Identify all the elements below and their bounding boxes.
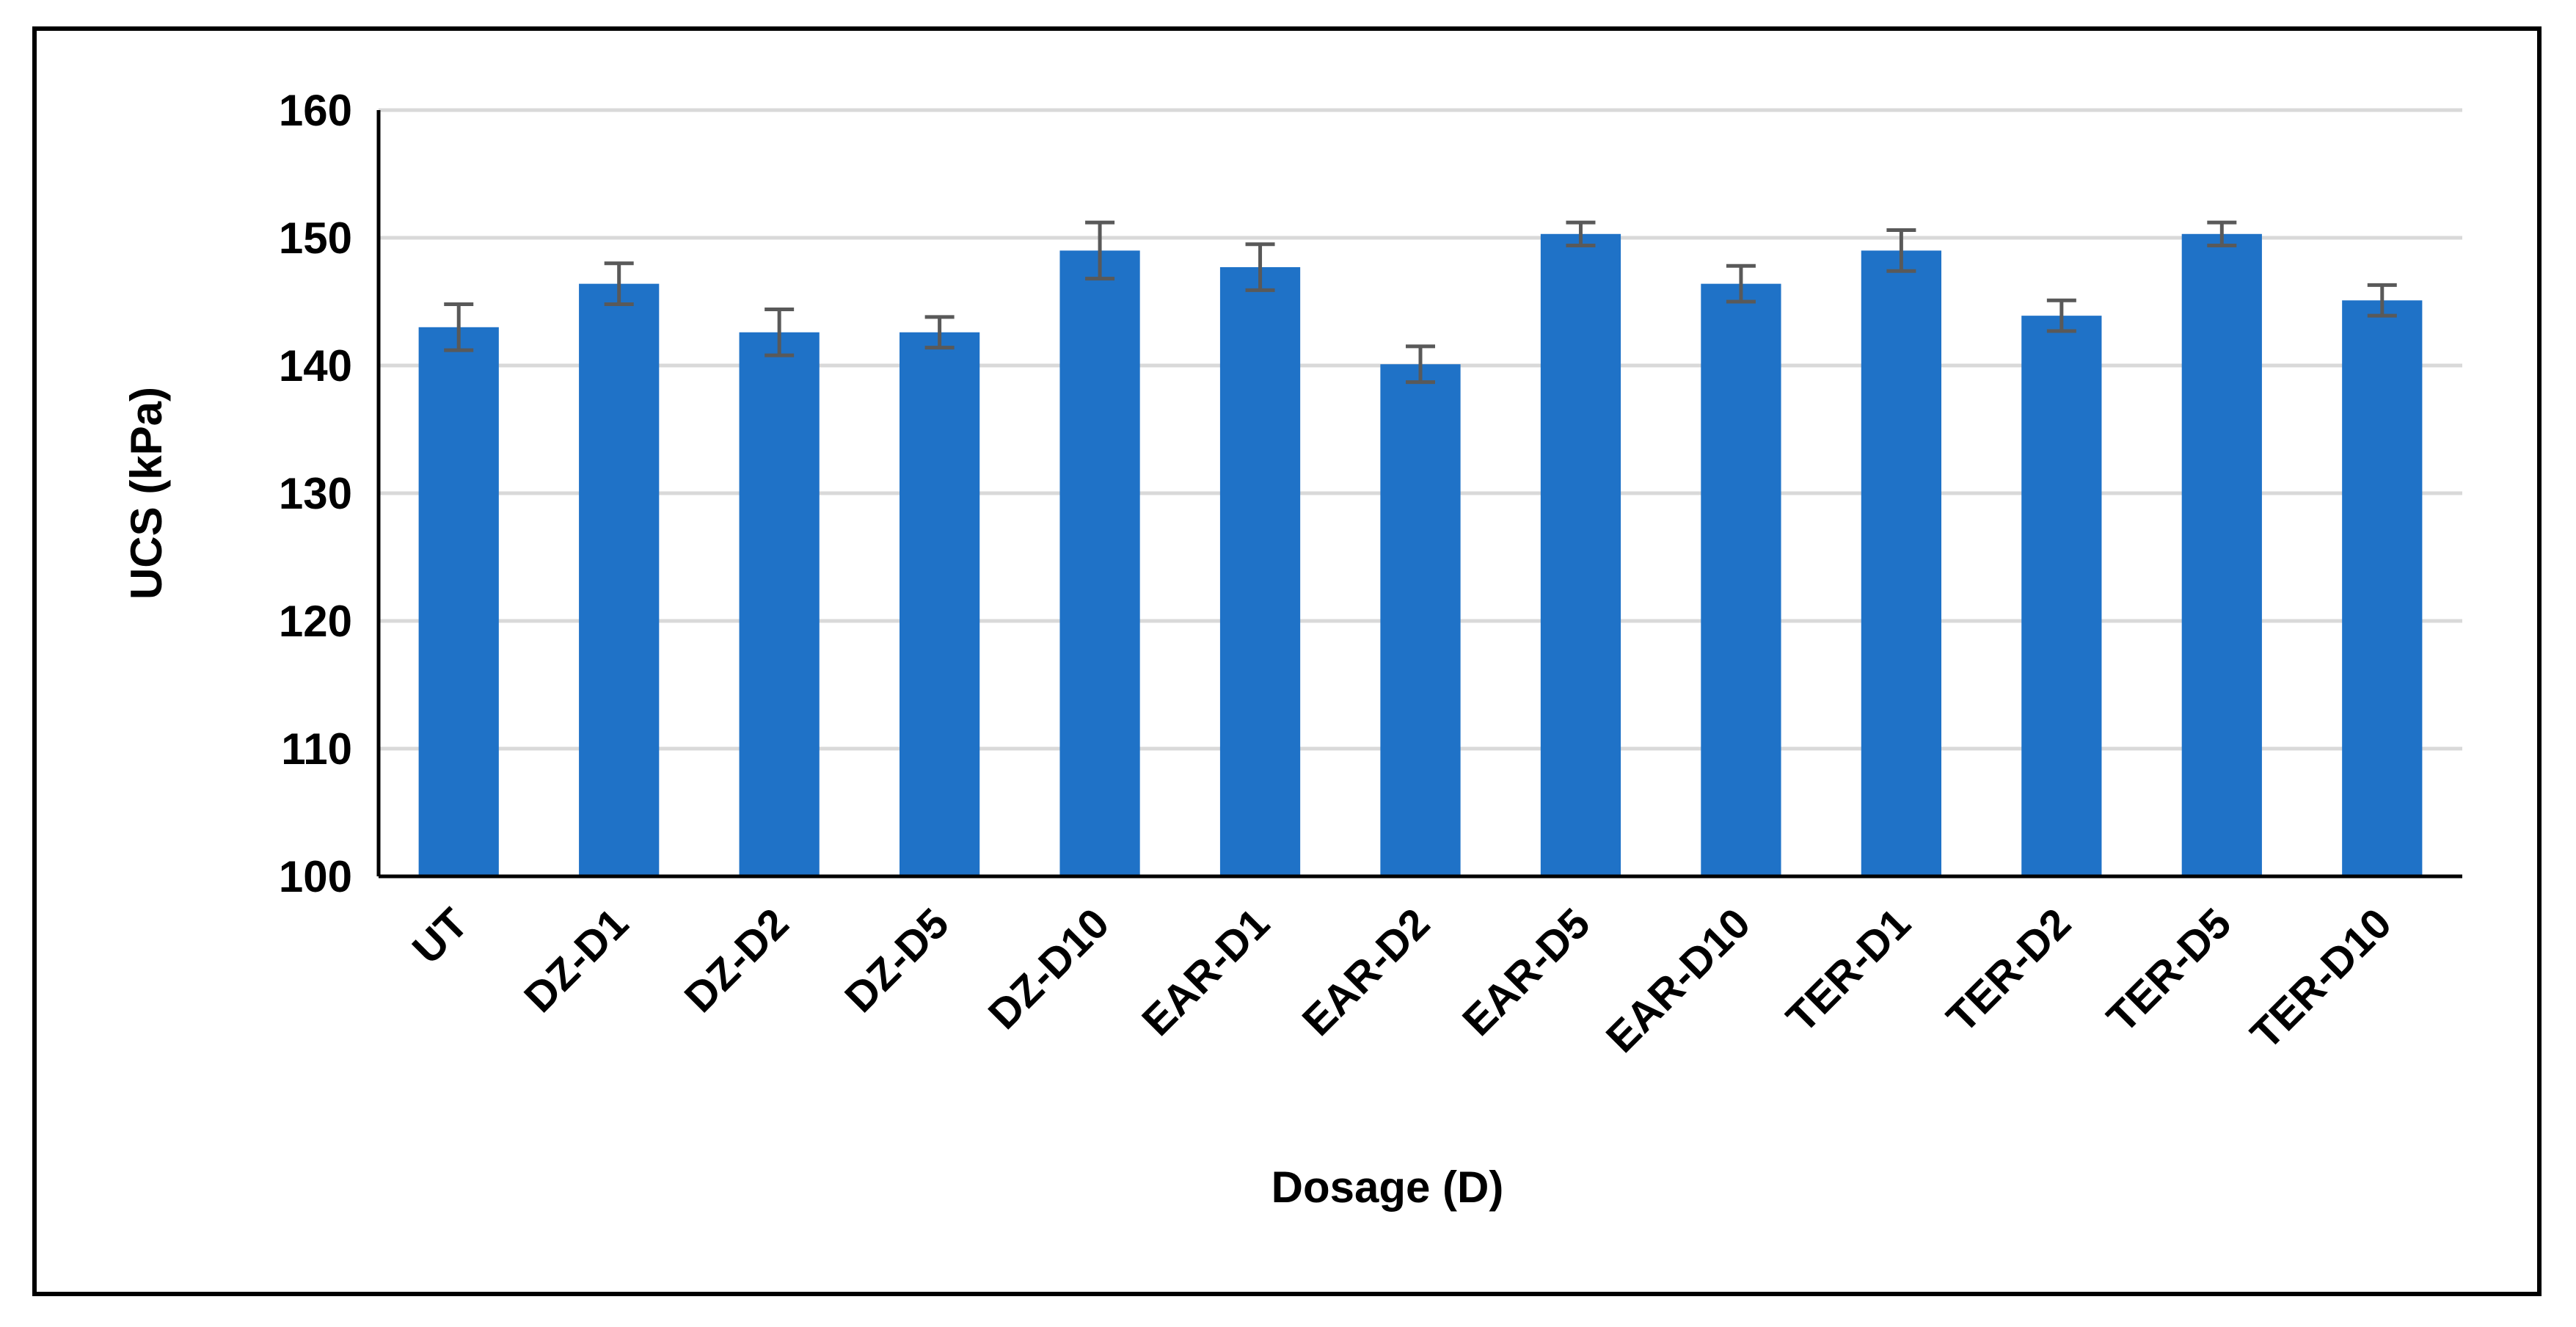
x-tick-label: DZ-D2 — [676, 899, 798, 1022]
x-tick-label: TER-D2 — [1938, 899, 2080, 1041]
bars-group — [418, 233, 2423, 876]
chart-frame: 100 110 120 130 140 150 160 UT DZ-D1 DZ-D2 DZ-D5 D… — [32, 26, 2542, 1296]
bar — [900, 332, 980, 876]
bar — [1380, 364, 1461, 876]
x-tick-label: DZ-D10 — [979, 899, 1119, 1039]
x-tick-label: TER-D5 — [2098, 899, 2240, 1041]
x-tick-label: TER-D10 — [2241, 899, 2401, 1058]
x-tick-label: UT — [404, 899, 478, 973]
bar — [2021, 316, 2102, 876]
bar — [739, 332, 820, 876]
x-tick-label: EAR-D1 — [1133, 899, 1279, 1045]
y-tick-label: 110 — [281, 724, 352, 774]
bar — [2342, 300, 2423, 876]
y-tick-labels: 100 110 120 130 140 150 160 — [279, 86, 352, 901]
bar — [1701, 283, 1781, 876]
bar — [1540, 233, 1621, 876]
axes — [376, 110, 2462, 879]
y-tick-label: 140 — [279, 341, 352, 390]
x-tick-label: EAR-D2 — [1294, 899, 1440, 1045]
y-axis-title: UCS (kPa) — [122, 387, 171, 600]
x-tick-label: EAR-D5 — [1453, 899, 1599, 1045]
bar — [1219, 267, 1301, 876]
y-tick-label: 130 — [279, 469, 352, 518]
x-tick-label: EAR-D10 — [1597, 899, 1759, 1061]
error-bars-group — [444, 220, 2397, 385]
x-tick-labels: UT DZ-D1 DZ-D2 DZ-D5 DZ-D10 EAR-D1 EAR-D2 EAR-D… — [404, 899, 2401, 1061]
bar — [1861, 250, 1941, 876]
bar — [2181, 233, 2262, 876]
x-axis-title: Dosage (D) — [1271, 1163, 1504, 1212]
y-tick-label: 100 — [279, 852, 352, 901]
x-tick-label: DZ-D1 — [515, 899, 638, 1022]
bar — [418, 327, 499, 876]
y-tick-label: 160 — [279, 86, 352, 135]
y-tick-label: 150 — [279, 214, 352, 263]
bar — [579, 283, 660, 876]
y-tick-label: 120 — [279, 597, 352, 646]
bar — [1059, 250, 1140, 876]
x-tick-label: DZ-D5 — [836, 899, 958, 1022]
x-tick-label: TER-D1 — [1777, 899, 1919, 1041]
